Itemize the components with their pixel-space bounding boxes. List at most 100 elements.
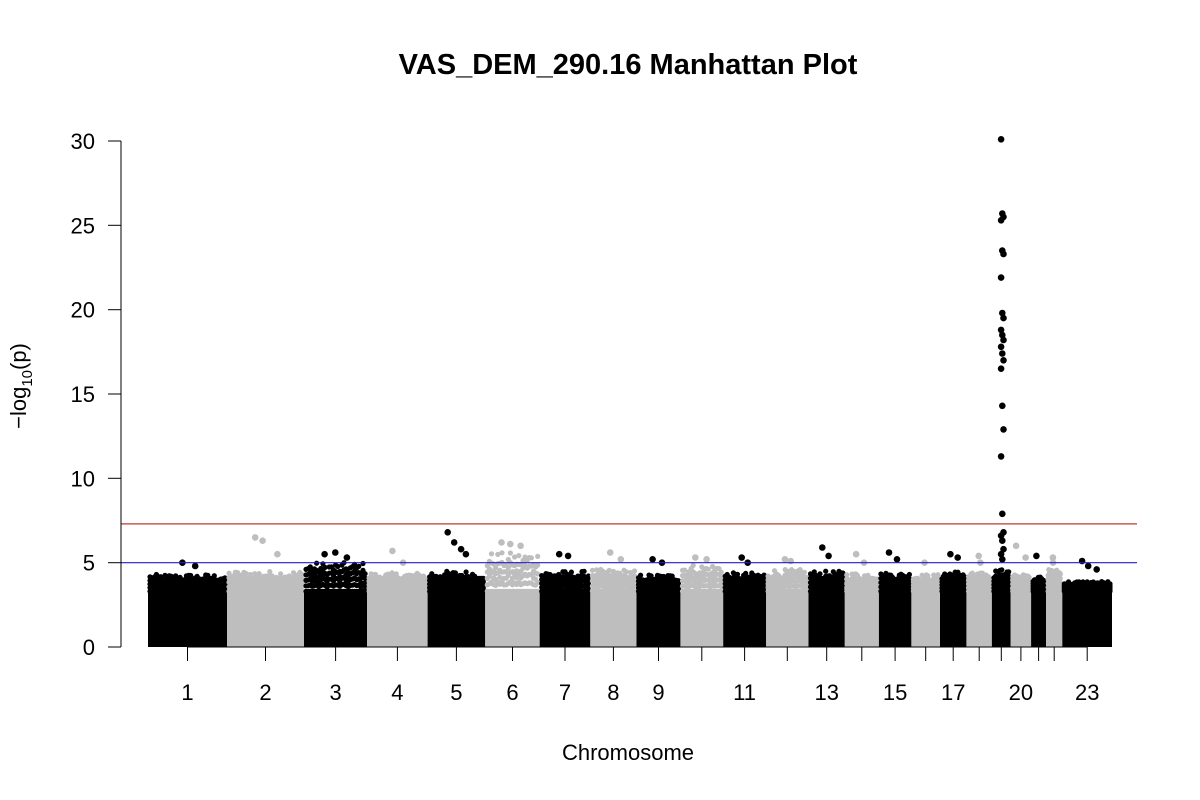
snp-point-peak <box>649 556 656 563</box>
snp-point <box>906 584 913 590</box>
snp-point <box>631 588 638 594</box>
x-tick-label-6: 6 <box>506 680 518 705</box>
snp-point <box>840 579 846 585</box>
snp-point <box>581 568 587 574</box>
snp-point <box>617 570 623 577</box>
snp-point <box>188 572 194 579</box>
snp-point <box>718 588 724 594</box>
snp-point <box>335 563 341 570</box>
snp-point <box>961 581 968 587</box>
snp-point-peak <box>1000 336 1007 344</box>
data-points <box>147 136 1113 647</box>
snp-point <box>503 569 509 575</box>
snp-point <box>247 571 254 578</box>
chromosome-4-points <box>366 547 429 647</box>
chromosome-13-dense-band <box>808 589 845 647</box>
snp-point <box>961 585 968 591</box>
snp-point <box>987 576 993 583</box>
snp-point-peak <box>999 331 1006 339</box>
snp-point-peak <box>517 542 524 550</box>
snp-point-peak <box>259 537 266 544</box>
snp-point-peak <box>1000 357 1007 364</box>
snp-point <box>416 572 422 578</box>
snp-point <box>718 574 724 580</box>
chromosome-21-dense-band <box>1031 589 1047 647</box>
snp-point-peak <box>1093 566 1100 573</box>
snp-point <box>840 584 846 590</box>
snp-point <box>235 570 241 576</box>
snp-point-peak <box>462 550 470 558</box>
x-tick-label-1: 1 <box>181 680 193 705</box>
y-tick-label-20: 20 <box>71 298 95 323</box>
snp-point <box>631 583 638 589</box>
y-tick-label-0: 0 <box>83 635 95 660</box>
snp-point <box>1041 579 1047 585</box>
snp-point-peak <box>999 556 1006 563</box>
snp-point-peak <box>606 549 614 556</box>
chart-title: VAS_DEM_290.16 Manhattan Plot <box>399 49 858 81</box>
snp-point-peak <box>999 350 1006 357</box>
chromosome-8-points <box>589 549 638 647</box>
snp-point-peak <box>999 510 1006 518</box>
snp-point <box>1006 574 1012 580</box>
snp-point <box>823 568 829 574</box>
snp-point <box>299 580 305 586</box>
snp-point <box>761 576 767 582</box>
snp-point-peak <box>885 549 893 556</box>
snp-point-peak <box>507 540 514 548</box>
chromosome-21-points <box>1030 552 1047 647</box>
snp-point <box>1057 588 1063 594</box>
x-tick-label-3: 3 <box>329 680 341 705</box>
snp-point <box>480 575 486 582</box>
x-tick-label-5: 5 <box>450 680 462 705</box>
snp-point <box>368 571 374 577</box>
x-tick-label-9: 9 <box>652 680 664 705</box>
snp-point-peak <box>321 550 328 558</box>
snp-point <box>631 573 638 579</box>
snp-point <box>585 581 592 587</box>
snp-point-peak <box>997 532 1005 539</box>
x-tick-label-20: 20 <box>1009 680 1033 705</box>
snp-point <box>243 571 249 577</box>
snp-point-peak <box>703 556 710 563</box>
chromosome-18-points <box>965 552 993 647</box>
snp-point <box>1107 581 1113 587</box>
snp-point <box>840 588 846 594</box>
snp-point <box>761 580 767 586</box>
snp-point-peak <box>1033 552 1040 560</box>
snp-point <box>874 576 880 582</box>
snp-point <box>278 571 284 577</box>
snp-point <box>1006 579 1012 585</box>
snp-point <box>935 572 941 578</box>
snp-point-peak <box>787 557 794 565</box>
chromosome-2-dense-band <box>227 589 305 647</box>
snp-point-peak <box>997 453 1005 460</box>
snp-point <box>906 588 913 594</box>
snp-point <box>509 575 516 581</box>
snp-point <box>511 554 518 560</box>
snp-point-peak <box>852 550 860 558</box>
y-tick-label-5: 5 <box>83 551 95 576</box>
snp-point-peak <box>825 552 832 560</box>
snp-point <box>1006 588 1012 594</box>
snp-point <box>606 567 612 574</box>
snp-point-peak <box>1049 554 1057 561</box>
snp-point-peak <box>997 365 1005 373</box>
snp-point <box>362 588 368 594</box>
chromosome-9-points <box>635 556 682 647</box>
snp-point <box>362 575 368 581</box>
snp-point <box>585 584 592 591</box>
chromosome-13-points <box>807 544 846 647</box>
snp-point-peak <box>343 554 351 561</box>
snp-point <box>1026 574 1032 580</box>
chromosome-14-points <box>844 550 880 647</box>
chromosome-18-dense-band <box>966 589 992 647</box>
snp-point-peak <box>997 274 1005 281</box>
snp-point <box>299 584 305 590</box>
snp-point <box>463 569 469 575</box>
snp-point <box>362 584 368 590</box>
snp-point <box>743 570 749 576</box>
snp-point-peak <box>450 539 458 546</box>
x-tick-label-2: 2 <box>259 680 271 705</box>
